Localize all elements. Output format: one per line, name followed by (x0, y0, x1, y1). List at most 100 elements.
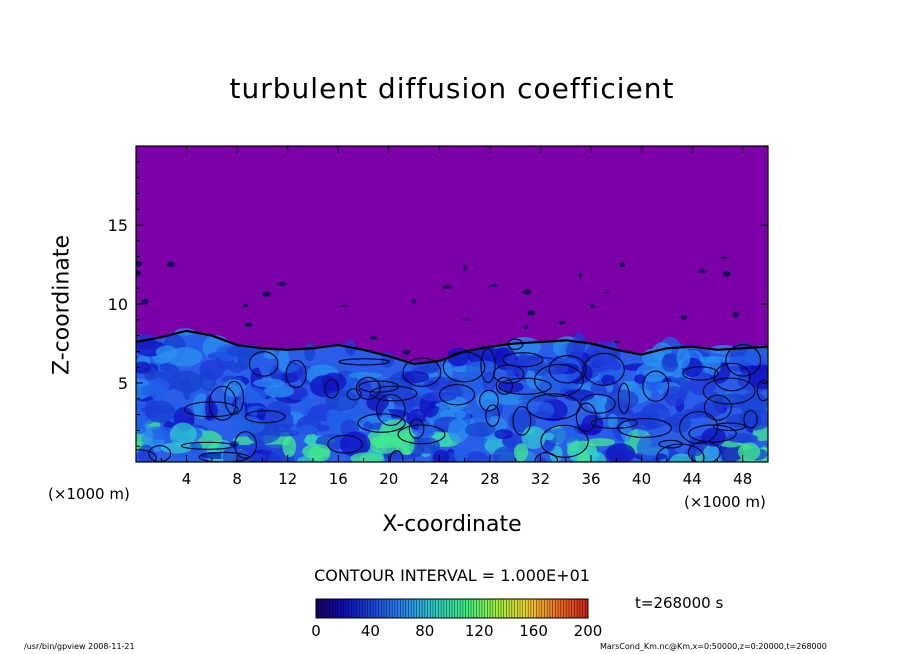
contour-line (346, 388, 362, 401)
contour-line (324, 379, 340, 399)
x-tick-label: 48 (733, 470, 752, 488)
contour-blob (523, 289, 531, 295)
heatmap-cell (363, 421, 373, 431)
heatmap-cell (435, 401, 466, 409)
contour-line (180, 441, 235, 450)
heatmap-cell (494, 429, 514, 440)
contour-line (702, 377, 756, 405)
heatmap-cell (577, 449, 590, 462)
contour-blob (489, 284, 498, 287)
contour-line (244, 410, 286, 424)
contour-blob (136, 261, 143, 267)
contour-line (583, 352, 625, 386)
heatmap-cell (661, 353, 679, 373)
heatmap-cell (663, 386, 687, 407)
x-tick-label: 4 (182, 470, 192, 488)
y-axis-ticks: 5 10 15 (108, 161, 768, 447)
heatmap-cell (739, 391, 768, 417)
contour-line (208, 385, 237, 421)
heatmap-cell (508, 409, 537, 433)
heatmap-cell (325, 389, 359, 411)
colorbar-tick-label: 120 (465, 622, 494, 640)
contour-line (234, 431, 257, 459)
contour-line (502, 352, 544, 368)
x-tick-label: 32 (531, 470, 550, 488)
contour-line (480, 348, 496, 384)
heatmap-cell (136, 361, 151, 374)
contour-blob (619, 262, 626, 267)
heatmap-cell (314, 424, 331, 432)
heatmap-cell (136, 422, 147, 435)
contour-blob (341, 304, 348, 308)
colorbar-tick-label: 80 (415, 622, 434, 640)
heatmap-cell (441, 362, 453, 382)
contour-blob (166, 261, 175, 268)
contour-blob (442, 285, 452, 290)
heatmap-cell (377, 376, 413, 399)
contour-blob (262, 291, 271, 297)
contour-blob (276, 282, 287, 286)
contour-line (136, 449, 157, 462)
footer-source: MarsCond_Km.nc@Km,x=0:50000,z=0:20000,t=… (600, 642, 827, 651)
x-axis-label: X-coordinate (382, 512, 522, 537)
contour-line (369, 385, 418, 402)
contour-line (495, 376, 514, 395)
heatmap-cell (421, 391, 457, 402)
heatmap-cell (264, 384, 295, 398)
heatmap-cell (708, 444, 720, 458)
heatmap-cell (499, 381, 524, 393)
contour-line (656, 443, 705, 462)
y-axis-label: Z-coordinate (49, 235, 75, 375)
contour-line (485, 404, 500, 427)
contour-line (540, 424, 589, 458)
contour-blob (244, 322, 253, 327)
heatmap-cell (492, 446, 519, 462)
heatmap-cell (263, 350, 277, 359)
contour-line (533, 363, 584, 397)
contour-line (548, 355, 587, 384)
heatmap-cell (563, 389, 595, 402)
heatmap-cell (459, 375, 488, 397)
x-tick-label: 12 (278, 470, 297, 488)
heatmap-cell (325, 408, 341, 430)
heatmap-cell (588, 359, 622, 373)
colorbar: 0 40 80 120 160 200 (311, 598, 603, 640)
contour-line (725, 344, 762, 377)
layer-top-contour (136, 329, 768, 366)
heatmap-cell (402, 392, 415, 412)
heatmap-cell (423, 376, 457, 392)
colorbar-tick-label: 0 (311, 622, 321, 640)
heatmap-cell (738, 442, 761, 462)
contour-line (526, 393, 581, 421)
heatmap-cell (669, 453, 694, 462)
contour-line (678, 410, 719, 445)
heatmap-cell (321, 372, 347, 392)
heatmap-cell (296, 425, 318, 434)
contour-blob (614, 340, 620, 343)
heatmap-cell (417, 421, 435, 443)
heatmap-cell (645, 382, 662, 392)
contour-line (512, 406, 532, 436)
heatmap-cell (505, 353, 517, 379)
heatmap-cell (517, 366, 528, 378)
contour-blob (463, 265, 467, 271)
contour-line (703, 394, 732, 421)
heatmap-cell (634, 374, 646, 384)
contour-blob (462, 318, 470, 321)
contour-blob (732, 311, 739, 318)
contour-line (756, 379, 768, 402)
heatmap-cell (462, 451, 490, 462)
contour-line (285, 359, 307, 389)
heatmap-cell (607, 413, 618, 429)
contour-line (579, 393, 616, 414)
heatmap-cell (513, 443, 529, 462)
y-tick-label: 10 (108, 295, 128, 314)
contour-line (642, 370, 670, 402)
contour-line (375, 393, 406, 427)
heatmap-cell (604, 400, 617, 414)
x-tick-label: 36 (581, 470, 600, 488)
colorbar-tick-label: 200 (574, 622, 603, 640)
contour-blob (411, 299, 417, 304)
heatmap-cell (256, 407, 267, 421)
heatmap-cell (620, 421, 632, 442)
